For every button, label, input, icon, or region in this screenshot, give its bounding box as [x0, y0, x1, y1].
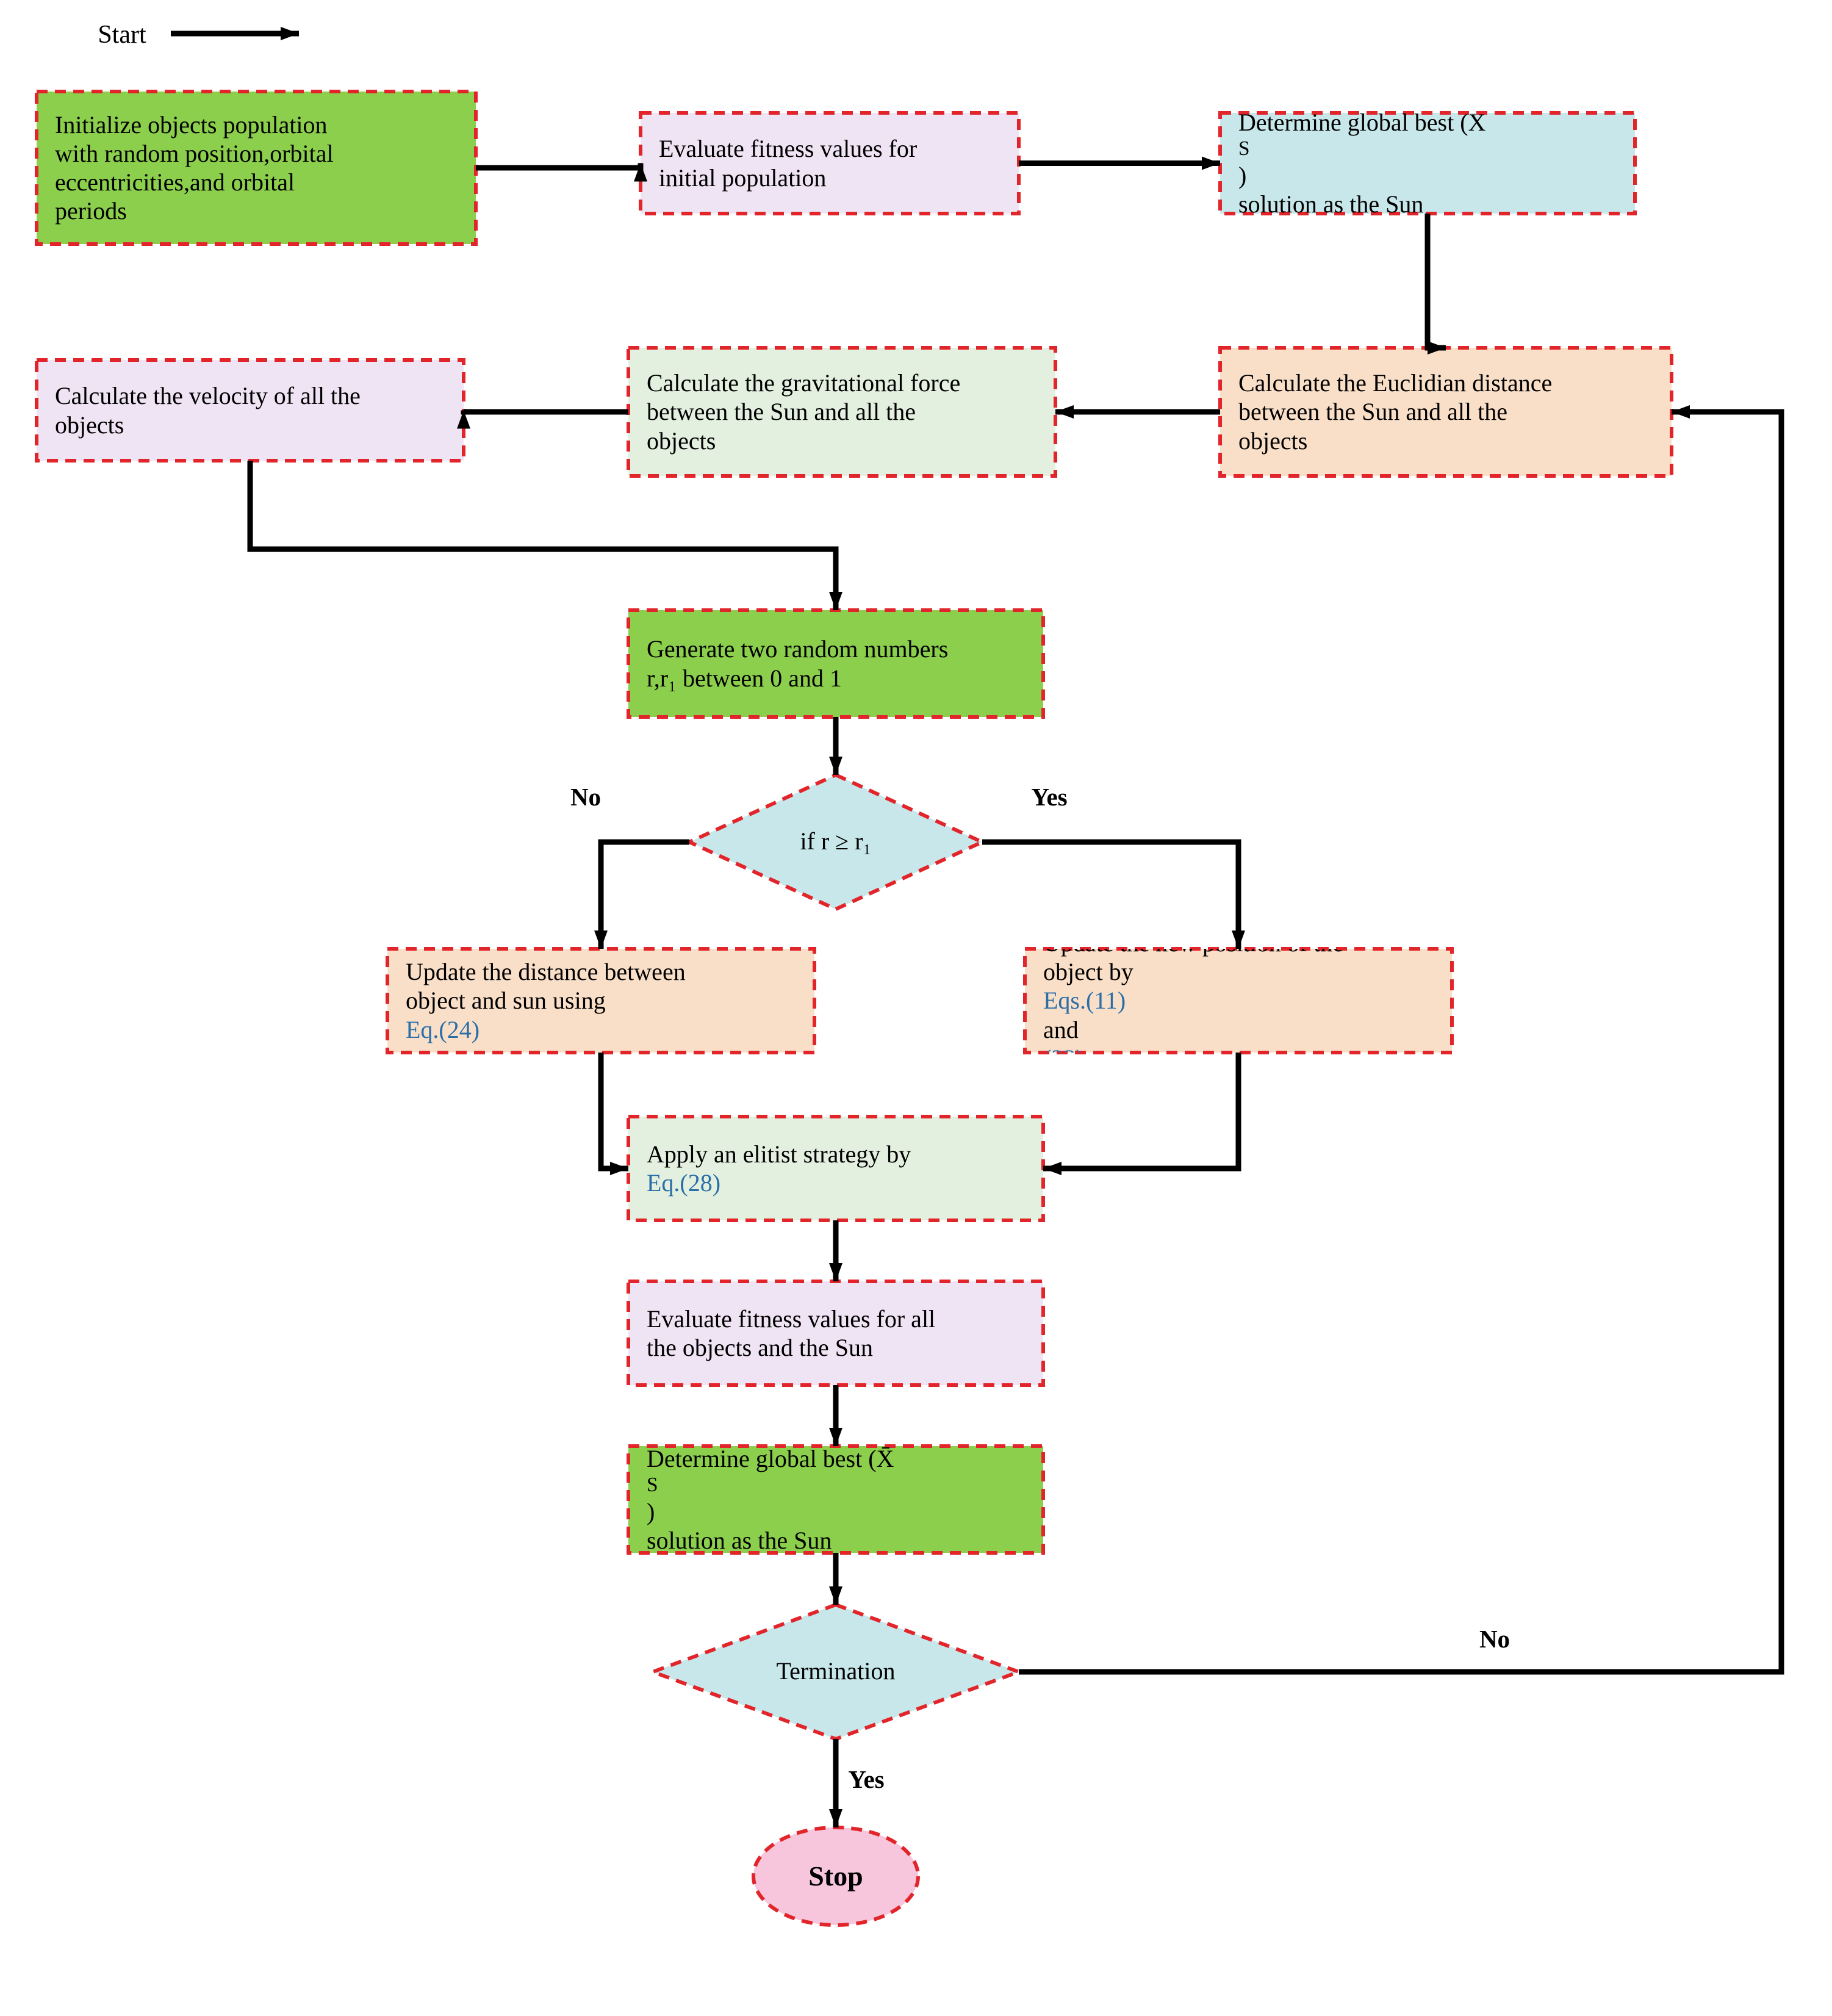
edge-n_gbest1-to-d_term: [829, 1553, 842, 1605]
node-n_eucl: Calculate the Euclidian distancebetween …: [1220, 348, 1672, 476]
node-n_gbest1: Determine global best (X̄S)solution as t…: [628, 1446, 1043, 1553]
start-label: Start: [98, 21, 146, 49]
edge-n_gbest0-to-n_eucl: [1428, 214, 1446, 355]
node-n_init: Initialize objects populationwith random…: [37, 92, 476, 244]
edge-n_eval1-to-n_gbest1: [829, 1385, 842, 1446]
node-n_vel: Calculate the velocity of all theobjects: [37, 360, 464, 461]
edge-n_init-to-n_eval0: [476, 164, 647, 182]
edge-n_eval0-to-n_gbest0: [1019, 157, 1220, 170]
branch-label-no_t: No: [1479, 1625, 1510, 1653]
node-n_elit: Apply an elitist strategy byEq.(28): [628, 1117, 1043, 1220]
branch-label-no_r: No: [570, 783, 601, 811]
node-n_updR: Update the new position of theobject by …: [1025, 949, 1452, 1053]
edge-d_rr1-to-n_updL: [594, 842, 689, 949]
terminator-stop: Stop: [753, 1827, 918, 1925]
node-n_eval1: Evaluate fitness values for allthe objec…: [628, 1281, 1043, 1385]
node-n_gbest0: Determine global best (X̄S)solution as t…: [1220, 113, 1635, 214]
node-n_updL: Update the distance betweenobject and su…: [387, 949, 814, 1053]
branch-label-yes_t: Yes: [848, 1765, 884, 1793]
node-n_eval0: Evaluate fitness values forinitial popul…: [641, 113, 1019, 214]
svg-text:Termination: Termination: [777, 1657, 896, 1685]
edge-n_grav-to-n_vel: [457, 411, 628, 429]
decision-termination: Termination: [653, 1605, 1019, 1739]
svg-text:if r ≥ r₁: if r ≥ r₁: [800, 827, 872, 855]
decision-r-ge-r1: if r ≥ r₁: [689, 775, 982, 909]
edge-n_updR-to-n_elit: [1043, 1053, 1238, 1175]
edge-n_updL-to-n_elit: [601, 1053, 628, 1175]
edge-d_term-to-n_stop: [829, 1739, 842, 1827]
edge-n_elit-to-n_eval1: [829, 1220, 842, 1281]
edge-n_rand-to-d_rr1: [829, 717, 842, 775]
node-n_grav: Calculate the gravitational forcebetween…: [628, 348, 1055, 476]
edge-d_rr1-to-n_updR: [982, 842, 1245, 949]
svg-text:Stop: Stop: [808, 1860, 863, 1892]
edge-n_vel-to-n_rand: [250, 461, 842, 610]
node-n_rand: Generate two random numbersr,r₁ between …: [628, 610, 1043, 717]
branch-label-yes_r: Yes: [1031, 783, 1067, 811]
edge-n_eucl-to-n_grav: [1055, 405, 1220, 419]
